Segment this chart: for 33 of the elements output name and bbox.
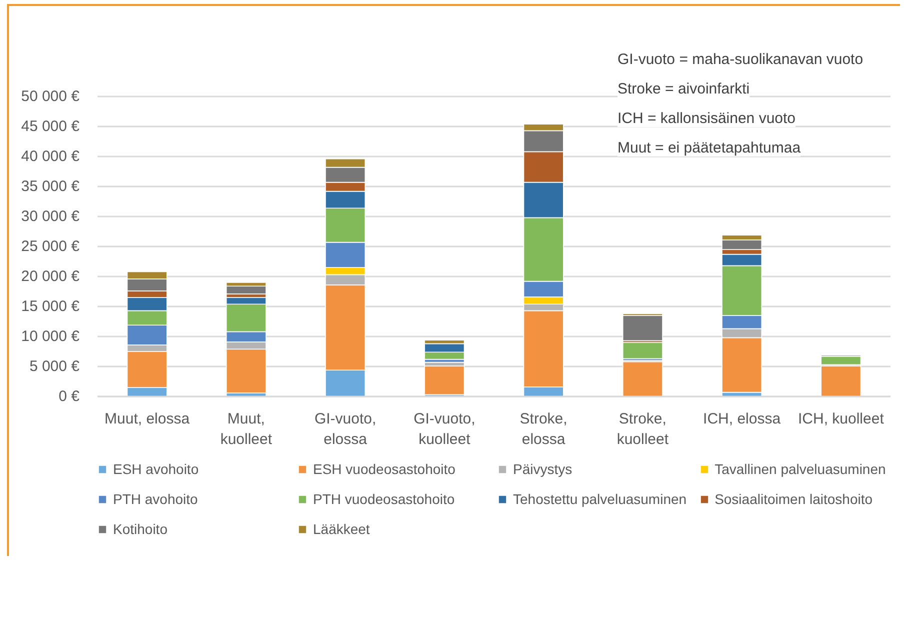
x-tick-label: GI-vuoto, kuolleet bbox=[414, 410, 476, 448]
legend-label: Tavallinen palveluasuminen bbox=[714, 460, 887, 478]
x-tick-label: Stroke, elossa bbox=[520, 410, 568, 448]
x-tick-label: GI-vuoto, elossa bbox=[314, 410, 376, 448]
legend-label: Kotihoito bbox=[113, 520, 168, 538]
y-tick-label: 15 000 € bbox=[21, 298, 80, 315]
legend-label: ESH vuodeosastohoito bbox=[313, 460, 456, 478]
y-tick-label: 35 000 € bbox=[21, 178, 80, 195]
annotation: ICH = kallonsisäinen vuoto bbox=[618, 110, 796, 127]
y-tick-label: 40 000 € bbox=[21, 148, 80, 165]
x-tick-label: Stroke, kuolleet bbox=[616, 410, 670, 448]
legend-label: ESH avohoito bbox=[113, 460, 200, 478]
legend-label: Sosiaalitoimen laitoshoito bbox=[714, 490, 874, 508]
annotation: Stroke = aivoinfarkti bbox=[618, 80, 750, 98]
x-tick-label: Muut, elossa bbox=[104, 410, 190, 428]
y-tick-label: 25 000 € bbox=[21, 238, 80, 255]
legend-label: PTH avohoito bbox=[113, 490, 199, 508]
x-tick-label: ICH, elossa bbox=[703, 410, 782, 428]
annotation: Muut = ei päätetapahtumaa bbox=[618, 140, 802, 156]
legend-label: Päivystys bbox=[513, 460, 574, 478]
y-tick-label: 0 € bbox=[58, 388, 80, 405]
y-tick-label: 50 000 € bbox=[21, 88, 80, 105]
legend-label: Lääkkeet bbox=[313, 520, 371, 538]
y-tick-label: 5 000 € bbox=[29, 358, 80, 375]
y-tick-label: 10 000 € bbox=[21, 328, 80, 345]
y-tick-label: 30 000 € bbox=[21, 208, 80, 225]
x-tick-label: Muut, kuolleet bbox=[220, 410, 273, 448]
y-tick-label: 45 000 € bbox=[21, 118, 80, 135]
text: GI-vuoto = maha-suolikanavan vuoto bbox=[618, 51, 864, 68]
x-tick-label: ICH, kuolleet bbox=[798, 410, 885, 428]
legend-label: Tehostettu palveluasuminen bbox=[513, 490, 687, 508]
legend-label: PTH vuodeosastohoito bbox=[313, 490, 456, 508]
y-tick-label: 20 000 € bbox=[21, 268, 80, 285]
